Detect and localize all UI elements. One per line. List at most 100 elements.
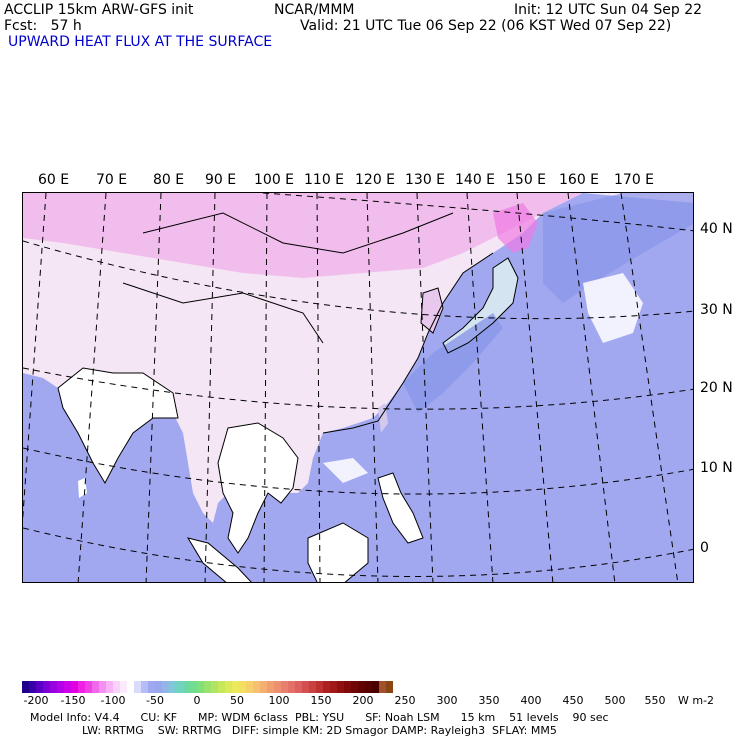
colorbar-tick: 400 <box>520 694 542 707</box>
colorbar-swatch <box>267 681 274 693</box>
init-time: Init: 12 UTC Sun 04 Sep 22 <box>514 2 703 18</box>
colorbar-swatch <box>386 681 393 693</box>
lon-label-70e: 70 E <box>96 172 128 188</box>
colorbar-unit: W m-2 <box>678 694 715 707</box>
colorbar-tick: -50 <box>146 694 164 707</box>
colorbar-swatch <box>99 681 106 693</box>
model-info-line1: Model Info: V4.4 CU: KF MP: WDM 6class P… <box>30 711 609 724</box>
lon-label-160e: 160 E <box>559 172 600 188</box>
lon-label-130e: 130 E <box>405 172 446 188</box>
valid-time: Valid: 21 UTC Tue 06 Sep 22 (06 KST Wed … <box>300 18 672 34</box>
institution-label: NCAR/MMM <box>274 2 355 18</box>
colorbar-tick: 500 <box>604 694 626 707</box>
lon-label-80e: 80 E <box>153 172 185 188</box>
colorbar-swatch <box>225 681 232 693</box>
north-pacific-band <box>543 193 693 303</box>
forecast-hour: Fcst: 57 h <box>4 18 82 34</box>
colorbar-swatch <box>162 681 169 693</box>
lon-label-120e: 120 E <box>355 172 396 188</box>
colorbar-tick: 150 <box>310 694 332 707</box>
colorbar-swatch <box>127 681 134 693</box>
colorbar-tick: 0 <box>193 694 201 707</box>
colorbar-swatch <box>183 681 190 693</box>
colorbar-swatch <box>323 681 330 693</box>
colorbar-swatch <box>309 681 316 693</box>
colorbar-tick: -100 <box>100 694 126 707</box>
heat-flux-map <box>22 192 694 583</box>
lon-label-110e: 110 E <box>304 172 345 188</box>
colorbar-tick: 450 <box>562 694 584 707</box>
lon-label-150e: 150 E <box>506 172 547 188</box>
colorbar-swatch <box>36 681 43 693</box>
colorbar-tick: 300 <box>436 694 458 707</box>
colorbar-swatch <box>218 681 225 693</box>
colorbar <box>22 681 393 693</box>
graticule-parallels <box>23 193 693 577</box>
colorbar-swatch <box>176 681 183 693</box>
colorbar-tick: 350 <box>478 694 500 707</box>
colorbar-swatch <box>211 681 218 693</box>
colorbar-swatch <box>260 681 267 693</box>
colorbar-swatch <box>379 681 386 693</box>
colorbar-swatch <box>190 681 197 693</box>
colorbar-swatch <box>85 681 92 693</box>
colorbar-swatch <box>71 681 78 693</box>
colorbar-swatch <box>29 681 36 693</box>
lat-label-40n: 40 N <box>700 221 733 237</box>
colorbar-swatch <box>155 681 162 693</box>
colorbar-swatch <box>372 681 379 693</box>
colorbar-swatch <box>316 681 323 693</box>
colorbar-tick: 550 <box>644 694 666 707</box>
philippines-landmass <box>378 473 423 543</box>
lon-label-100e: 100 E <box>254 172 295 188</box>
asia-landmass <box>23 193 693 523</box>
colorbar-swatch <box>106 681 113 693</box>
model-info-line2: LW: RRTMG SW: RRTMG DIFF: simple KM: 2D … <box>82 724 557 737</box>
colorbar-swatch <box>57 681 64 693</box>
colorbar-tick: 100 <box>268 694 290 707</box>
colorbar-swatch <box>330 681 337 693</box>
colorbar-swatch <box>295 681 302 693</box>
colorbar-tick: 50 <box>230 694 244 707</box>
colorbar-swatch <box>197 681 204 693</box>
lon-label-60e: 60 E <box>38 172 70 188</box>
colorbar-swatch <box>351 681 358 693</box>
colorbar-tick: 200 <box>352 694 374 707</box>
lon-label-170e: 170 E <box>614 172 655 188</box>
colorbar-swatch <box>365 681 372 693</box>
colorbar-swatch <box>246 681 253 693</box>
colorbar-tick: 250 <box>394 694 416 707</box>
lat-label-30n: 30 N <box>700 302 733 318</box>
lon-label-140e: 140 E <box>455 172 496 188</box>
colorbar-swatch <box>64 681 71 693</box>
pacific-white-patch-1 <box>583 273 643 343</box>
lat-label-20n: 20 N <box>700 380 733 396</box>
east-china-sea-plume <box>403 313 503 413</box>
colorbar-swatch <box>239 681 246 693</box>
colorbar-swatch <box>232 681 239 693</box>
borneo-landmass <box>308 523 368 582</box>
colorbar-swatch <box>344 681 351 693</box>
colorbar-swatch <box>253 681 260 693</box>
lon-label-90e: 90 E <box>205 172 237 188</box>
colorbar-swatch <box>141 681 148 693</box>
colorbar-swatch <box>337 681 344 693</box>
colorbar-swatch <box>358 681 365 693</box>
coastlines <box>57 212 519 582</box>
model-title: ACCLIP 15km ARW-GFS init <box>4 2 194 18</box>
lat-label-10n: 10 N <box>700 460 733 476</box>
colorbar-swatch <box>288 681 295 693</box>
sumatra-landmass <box>188 538 252 582</box>
field-title: UPWARD HEAT FLUX AT THE SURFACE <box>8 34 273 50</box>
colorbar-swatch <box>281 681 288 693</box>
sakhalin-pink <box>493 203 538 253</box>
colorbar-swatch <box>78 681 85 693</box>
colorbar-swatch <box>92 681 99 693</box>
colorbar-swatch <box>120 681 127 693</box>
colorbar-swatch <box>134 681 141 693</box>
colorbar-swatch <box>22 681 29 693</box>
pacific-white-patch-2 <box>323 458 368 483</box>
colorbar-swatch <box>113 681 120 693</box>
colorbar-swatch <box>148 681 155 693</box>
colorbar-swatch <box>43 681 50 693</box>
